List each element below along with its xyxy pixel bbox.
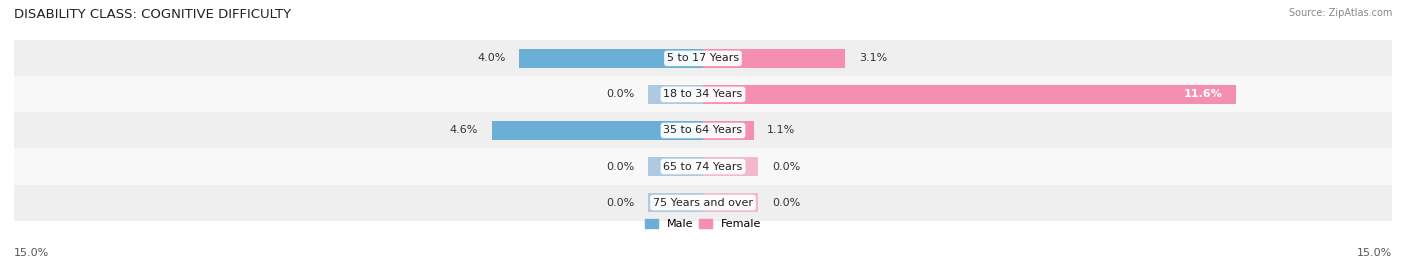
- Bar: [648, 157, 703, 176]
- Bar: [703, 121, 754, 140]
- Text: 18 to 34 Years: 18 to 34 Years: [664, 89, 742, 100]
- Text: 0.0%: 0.0%: [772, 197, 800, 208]
- Text: 0.0%: 0.0%: [606, 197, 634, 208]
- Text: 75 Years and over: 75 Years and over: [652, 197, 754, 208]
- Bar: [648, 193, 703, 212]
- Bar: [703, 193, 758, 212]
- Bar: [492, 121, 703, 140]
- Text: Source: ZipAtlas.com: Source: ZipAtlas.com: [1288, 8, 1392, 18]
- Text: 1.1%: 1.1%: [768, 125, 796, 136]
- Bar: [703, 49, 845, 68]
- Text: 0.0%: 0.0%: [772, 161, 800, 172]
- Text: 4.6%: 4.6%: [450, 125, 478, 136]
- Bar: [14, 148, 1392, 185]
- Text: 4.0%: 4.0%: [477, 53, 506, 63]
- Bar: [519, 49, 703, 68]
- Bar: [14, 76, 1392, 112]
- Text: 15.0%: 15.0%: [1357, 248, 1392, 258]
- Text: 5 to 17 Years: 5 to 17 Years: [666, 53, 740, 63]
- Text: DISABILITY CLASS: COGNITIVE DIFFICULTY: DISABILITY CLASS: COGNITIVE DIFFICULTY: [14, 8, 291, 21]
- Text: 0.0%: 0.0%: [606, 161, 634, 172]
- Text: 35 to 64 Years: 35 to 64 Years: [664, 125, 742, 136]
- Text: 11.6%: 11.6%: [1184, 89, 1222, 100]
- Bar: [14, 40, 1392, 76]
- Text: 65 to 74 Years: 65 to 74 Years: [664, 161, 742, 172]
- Text: 15.0%: 15.0%: [14, 248, 49, 258]
- Bar: [14, 185, 1392, 221]
- Text: 0.0%: 0.0%: [606, 89, 634, 100]
- Bar: [703, 157, 758, 176]
- Bar: [648, 85, 703, 104]
- Bar: [703, 85, 1236, 104]
- Text: 3.1%: 3.1%: [859, 53, 887, 63]
- Legend: Male, Female: Male, Female: [644, 219, 762, 229]
- Bar: [14, 112, 1392, 148]
